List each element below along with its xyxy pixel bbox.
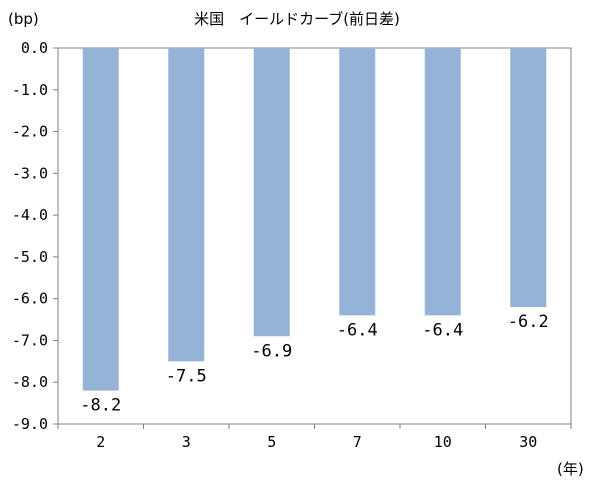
data-label-7: -6.4 — [337, 320, 378, 340]
bar-2 — [82, 48, 119, 391]
data-label-10: -6.4 — [422, 320, 463, 340]
x-tick-label: 3 — [182, 433, 191, 451]
y-tick-label: -4.0 — [12, 206, 48, 224]
y-tick-label: -7.0 — [12, 331, 48, 349]
data-label-30: -6.2 — [508, 312, 549, 332]
y-tick-label: 0.0 — [21, 39, 48, 57]
y-tick-label: -8.0 — [12, 373, 48, 391]
data-label-2: -8.2 — [80, 396, 121, 416]
y-tick-label: -6.0 — [12, 290, 48, 308]
y-tick-label: -2.0 — [12, 123, 48, 141]
y-tick-label: -9.0 — [12, 415, 48, 433]
x-tick-label: 2 — [96, 433, 105, 451]
data-label-3: -7.5 — [166, 366, 207, 386]
bar-7 — [339, 48, 376, 316]
x-axis-unit-label: (年) — [557, 460, 584, 478]
y-tick-label: -1.0 — [12, 81, 48, 99]
y-tick-label: -3.0 — [12, 164, 48, 182]
bar-5 — [253, 48, 290, 337]
bar-3 — [168, 48, 205, 362]
bar-10 — [424, 48, 461, 316]
data-label-5: -6.9 — [251, 341, 292, 361]
y-axis-unit-label: (bp) — [8, 10, 39, 28]
x-tick-label: 10 — [434, 433, 452, 451]
y-tick-label: -5.0 — [12, 248, 48, 266]
x-tick-label: 7 — [353, 433, 362, 451]
plot-area-border — [57, 47, 572, 425]
x-tick-label: 5 — [267, 433, 276, 451]
bar-30 — [510, 48, 547, 308]
x-tick-label: 30 — [519, 433, 537, 451]
chart-title: 米国 イールドカーブ(前日差) — [194, 10, 400, 28]
